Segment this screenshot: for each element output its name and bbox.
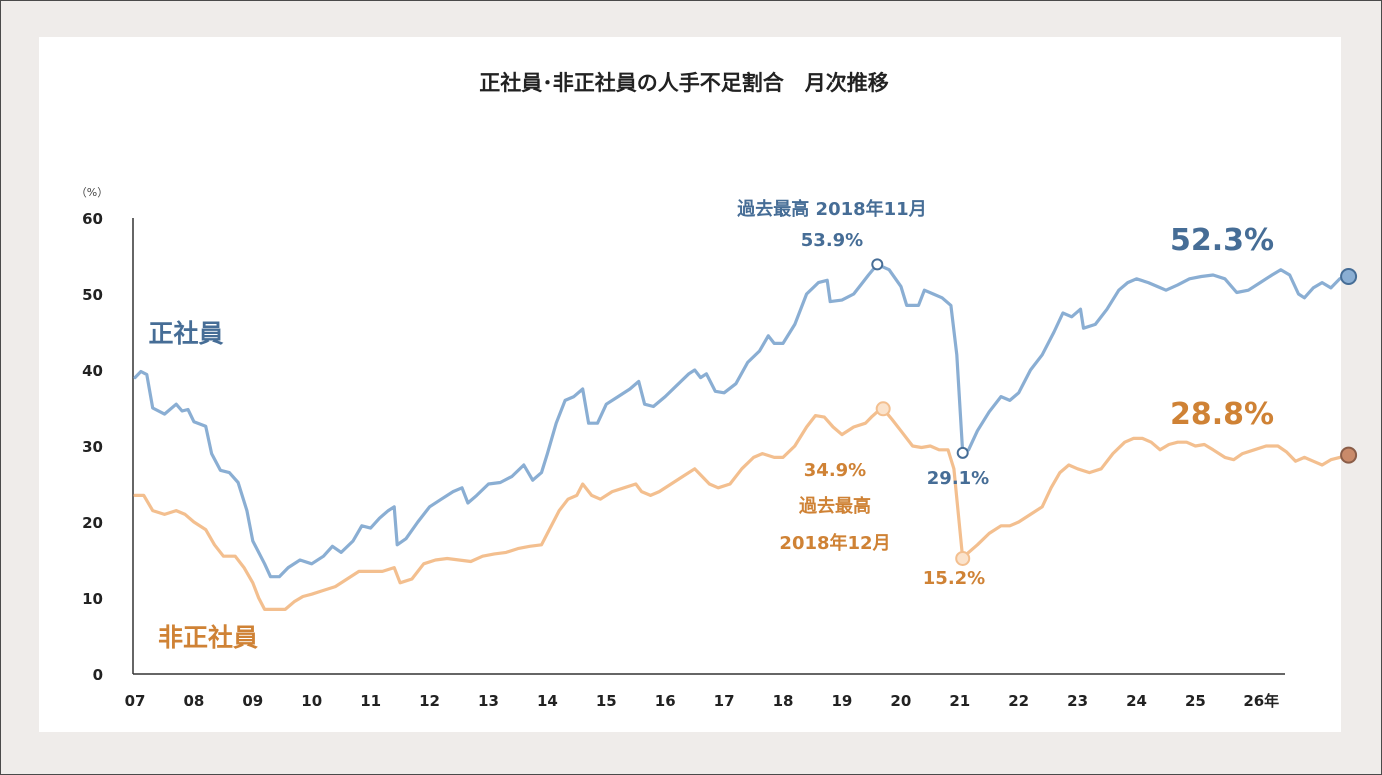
regular-latest-value: 52.3%: [1170, 223, 1274, 258]
x-tick-label: 21: [949, 692, 970, 710]
marker-layer: [871, 258, 1358, 566]
y-tick-label: 0: [93, 666, 103, 684]
nonregular-peak-caption-2: 2018年12月: [779, 532, 890, 554]
nonregular-peak-value: 34.9%: [804, 460, 866, 481]
x-tick-label: 25: [1185, 692, 1206, 710]
x-tick-label: 24: [1126, 692, 1147, 710]
marker-nonregular-low: [955, 550, 971, 566]
x-tick-label: 11: [360, 692, 381, 710]
marker-regular-latest: [1340, 268, 1358, 286]
x-tick-label: 23: [1067, 692, 1088, 710]
x-tick-label: 13: [478, 692, 499, 710]
marker-nonregular-latest: [1340, 446, 1358, 464]
series-line-regular: [133, 262, 1351, 579]
nonregular-low-value: 15.2%: [923, 568, 985, 589]
y-axis-unit: （%）: [76, 186, 108, 199]
x-tick-label: 26年: [1243, 692, 1279, 710]
x-tick-label: 16: [655, 692, 676, 710]
regular-low-value: 29.1%: [927, 468, 989, 489]
y-tick-label: 30: [82, 438, 103, 456]
marker-regular-low: [956, 446, 969, 459]
y-tick-label: 20: [82, 514, 103, 532]
marker-nonregular-peak: [875, 401, 891, 417]
series-layer: [133, 262, 1351, 611]
series-line-nonregular: [133, 407, 1351, 611]
x-tick-label: 08: [183, 692, 204, 710]
nonregular-latest-value: 28.8%: [1170, 397, 1274, 432]
regular-peak-caption: 過去最高 2018年11月: [737, 198, 926, 220]
x-tick-label: 18: [773, 692, 794, 710]
x-tick-label: 20: [890, 692, 911, 710]
x-tick-label: 15: [596, 692, 617, 710]
axes: 0 10 20 30 40 50 60 07 08 09 10 11 12 13 14 15 16 17 18 19 2…: [82, 210, 1285, 710]
series-label-regular: 正社員: [148, 319, 223, 348]
y-tick-label: 60: [82, 210, 103, 228]
y-tick-label: 10: [82, 590, 103, 608]
series-label-nonregular: 非正社員: [158, 623, 258, 652]
marker-regular-peak: [871, 258, 884, 271]
chart-panel: [39, 37, 1341, 732]
nonregular-peak-caption-1: 過去最高: [799, 495, 871, 517]
x-tick-label: 10: [301, 692, 322, 710]
x-tick-label: 19: [832, 692, 853, 710]
regular-peak-value: 53.9%: [801, 230, 863, 251]
x-tick-label: 14: [537, 692, 558, 710]
x-tick-label: 22: [1008, 692, 1029, 710]
x-tick-label: 12: [419, 692, 440, 710]
x-tick-label: 09: [242, 692, 263, 710]
y-tick-label: 40: [82, 362, 103, 380]
chart-title: 正社員･非正社員の人手不足割合 月次推移: [479, 71, 889, 95]
x-tick-label: 17: [714, 692, 735, 710]
y-tick-label: 50: [82, 286, 103, 304]
x-tick-label: 07: [125, 692, 146, 710]
